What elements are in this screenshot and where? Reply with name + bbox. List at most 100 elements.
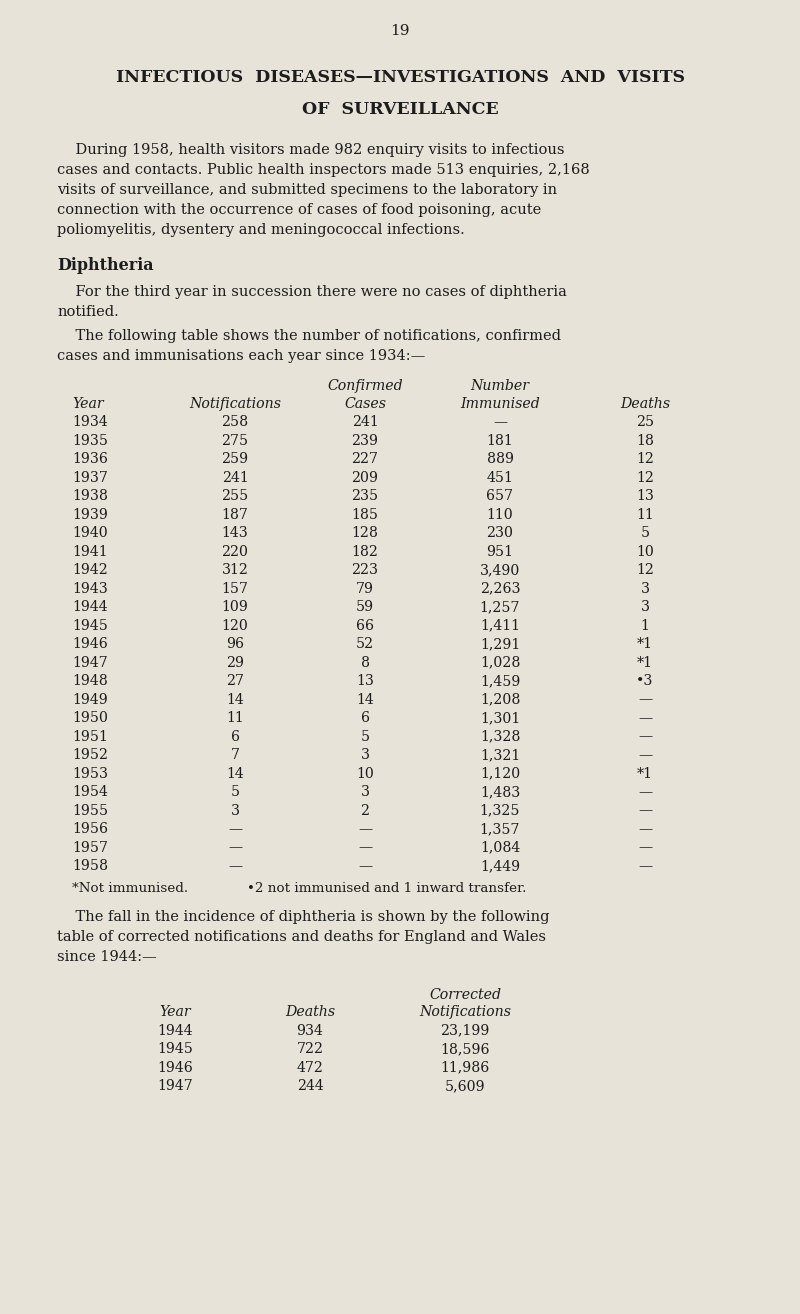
Text: 1,084: 1,084 bbox=[480, 841, 520, 854]
Text: 143: 143 bbox=[222, 526, 248, 540]
Text: Notifications: Notifications bbox=[189, 397, 281, 410]
Text: —: — bbox=[638, 711, 652, 725]
Text: Diphtheria: Diphtheria bbox=[57, 258, 154, 275]
Text: 1946: 1946 bbox=[72, 637, 108, 650]
Text: 7: 7 bbox=[230, 748, 239, 762]
Text: 3: 3 bbox=[230, 804, 239, 817]
Text: 2: 2 bbox=[361, 804, 370, 817]
Text: 227: 227 bbox=[351, 452, 378, 466]
Text: Year: Year bbox=[159, 1005, 191, 1020]
Text: 10: 10 bbox=[356, 766, 374, 781]
Text: —: — bbox=[358, 823, 372, 836]
Text: The following table shows the number of notifications, confirmed: The following table shows the number of … bbox=[57, 328, 561, 343]
Text: *1: *1 bbox=[637, 656, 653, 670]
Text: 1,328: 1,328 bbox=[480, 729, 520, 744]
Text: 23,199: 23,199 bbox=[440, 1024, 490, 1038]
Text: 14: 14 bbox=[356, 692, 374, 707]
Text: 1951: 1951 bbox=[72, 729, 108, 744]
Text: 230: 230 bbox=[486, 526, 514, 540]
Text: For the third year in succession there were no cases of diphtheria: For the third year in succession there w… bbox=[57, 285, 567, 300]
Text: 1,208: 1,208 bbox=[480, 692, 520, 707]
Text: 96: 96 bbox=[226, 637, 244, 650]
Text: 1,291: 1,291 bbox=[480, 637, 520, 650]
Text: 3: 3 bbox=[641, 600, 650, 614]
Text: 19: 19 bbox=[390, 24, 410, 38]
Text: Number: Number bbox=[470, 378, 530, 393]
Text: 1,301: 1,301 bbox=[480, 711, 520, 725]
Text: 27: 27 bbox=[226, 674, 244, 689]
Text: 185: 185 bbox=[351, 507, 378, 522]
Text: 1957: 1957 bbox=[72, 841, 108, 854]
Text: visits of surveillance, and submitted specimens to the laboratory in: visits of surveillance, and submitted sp… bbox=[57, 183, 557, 197]
Text: 1,257: 1,257 bbox=[480, 600, 520, 614]
Text: 109: 109 bbox=[222, 600, 249, 614]
Text: *1: *1 bbox=[637, 637, 653, 650]
Text: 3: 3 bbox=[641, 582, 650, 595]
Text: 1938: 1938 bbox=[72, 489, 108, 503]
Text: *Not immunised.: *Not immunised. bbox=[72, 882, 188, 895]
Text: —: — bbox=[638, 841, 652, 854]
Text: 128: 128 bbox=[351, 526, 378, 540]
Text: 5,609: 5,609 bbox=[445, 1079, 486, 1093]
Text: 1,459: 1,459 bbox=[480, 674, 520, 689]
Text: —: — bbox=[358, 859, 372, 872]
Text: 13: 13 bbox=[636, 489, 654, 503]
Text: 1949: 1949 bbox=[72, 692, 108, 707]
Text: 1955: 1955 bbox=[72, 804, 108, 817]
Text: 209: 209 bbox=[351, 470, 378, 485]
Text: Year: Year bbox=[72, 397, 104, 410]
Text: 11: 11 bbox=[226, 711, 244, 725]
Text: 120: 120 bbox=[222, 619, 249, 632]
Text: 1944: 1944 bbox=[72, 600, 108, 614]
Text: 1,449: 1,449 bbox=[480, 859, 520, 872]
Text: —: — bbox=[638, 804, 652, 817]
Text: Deaths: Deaths bbox=[620, 397, 670, 410]
Text: 1948: 1948 bbox=[72, 674, 108, 689]
Text: —: — bbox=[638, 729, 652, 744]
Text: OF  SURVEILLANCE: OF SURVEILLANCE bbox=[302, 101, 498, 118]
Text: —: — bbox=[638, 748, 652, 762]
Text: 1945: 1945 bbox=[72, 619, 108, 632]
Text: 1,325: 1,325 bbox=[480, 804, 520, 817]
Text: 239: 239 bbox=[351, 434, 378, 448]
Text: 1947: 1947 bbox=[72, 656, 108, 670]
Text: 12: 12 bbox=[636, 470, 654, 485]
Text: 223: 223 bbox=[351, 564, 378, 577]
Text: 1958: 1958 bbox=[72, 859, 108, 872]
Text: 59: 59 bbox=[356, 600, 374, 614]
Text: since 1944:—: since 1944:— bbox=[57, 950, 157, 963]
Text: 10: 10 bbox=[636, 544, 654, 558]
Text: connection with the occurrence of cases of food poisoning, acute: connection with the occurrence of cases … bbox=[57, 202, 542, 217]
Text: 1935: 1935 bbox=[72, 434, 108, 448]
Text: 241: 241 bbox=[222, 470, 248, 485]
Text: 181: 181 bbox=[486, 434, 514, 448]
Text: INFECTIOUS  DISEASES—INVESTIGATIONS  AND  VISITS: INFECTIOUS DISEASES—INVESTIGATIONS AND V… bbox=[115, 70, 685, 85]
Text: 1953: 1953 bbox=[72, 766, 108, 781]
Text: —: — bbox=[638, 692, 652, 707]
Text: —: — bbox=[638, 784, 652, 799]
Text: —: — bbox=[638, 823, 652, 836]
Text: 259: 259 bbox=[222, 452, 249, 466]
Text: 5: 5 bbox=[361, 729, 370, 744]
Text: 1,321: 1,321 bbox=[480, 748, 520, 762]
Text: 258: 258 bbox=[222, 415, 249, 430]
Text: 12: 12 bbox=[636, 452, 654, 466]
Text: 6: 6 bbox=[230, 729, 239, 744]
Text: 13: 13 bbox=[356, 674, 374, 689]
Text: 157: 157 bbox=[222, 582, 249, 595]
Text: 1,357: 1,357 bbox=[480, 823, 520, 836]
Text: notified.: notified. bbox=[57, 305, 118, 319]
Text: •2 not immunised and 1 inward transfer.: •2 not immunised and 1 inward transfer. bbox=[247, 882, 526, 895]
Text: 182: 182 bbox=[351, 544, 378, 558]
Text: 220: 220 bbox=[222, 544, 249, 558]
Text: 1934: 1934 bbox=[72, 415, 108, 430]
Text: 3: 3 bbox=[361, 784, 370, 799]
Text: 187: 187 bbox=[222, 507, 249, 522]
Text: During 1958, health visitors made 982 enquiry visits to infectious: During 1958, health visitors made 982 en… bbox=[57, 143, 565, 156]
Text: poliomyelitis, dysentery and meningococcal infections.: poliomyelitis, dysentery and meningococc… bbox=[57, 223, 465, 237]
Text: 472: 472 bbox=[297, 1060, 323, 1075]
Text: 5: 5 bbox=[641, 526, 650, 540]
Text: 5: 5 bbox=[230, 784, 239, 799]
Text: Notifications: Notifications bbox=[419, 1005, 511, 1020]
Text: 11,986: 11,986 bbox=[440, 1060, 490, 1075]
